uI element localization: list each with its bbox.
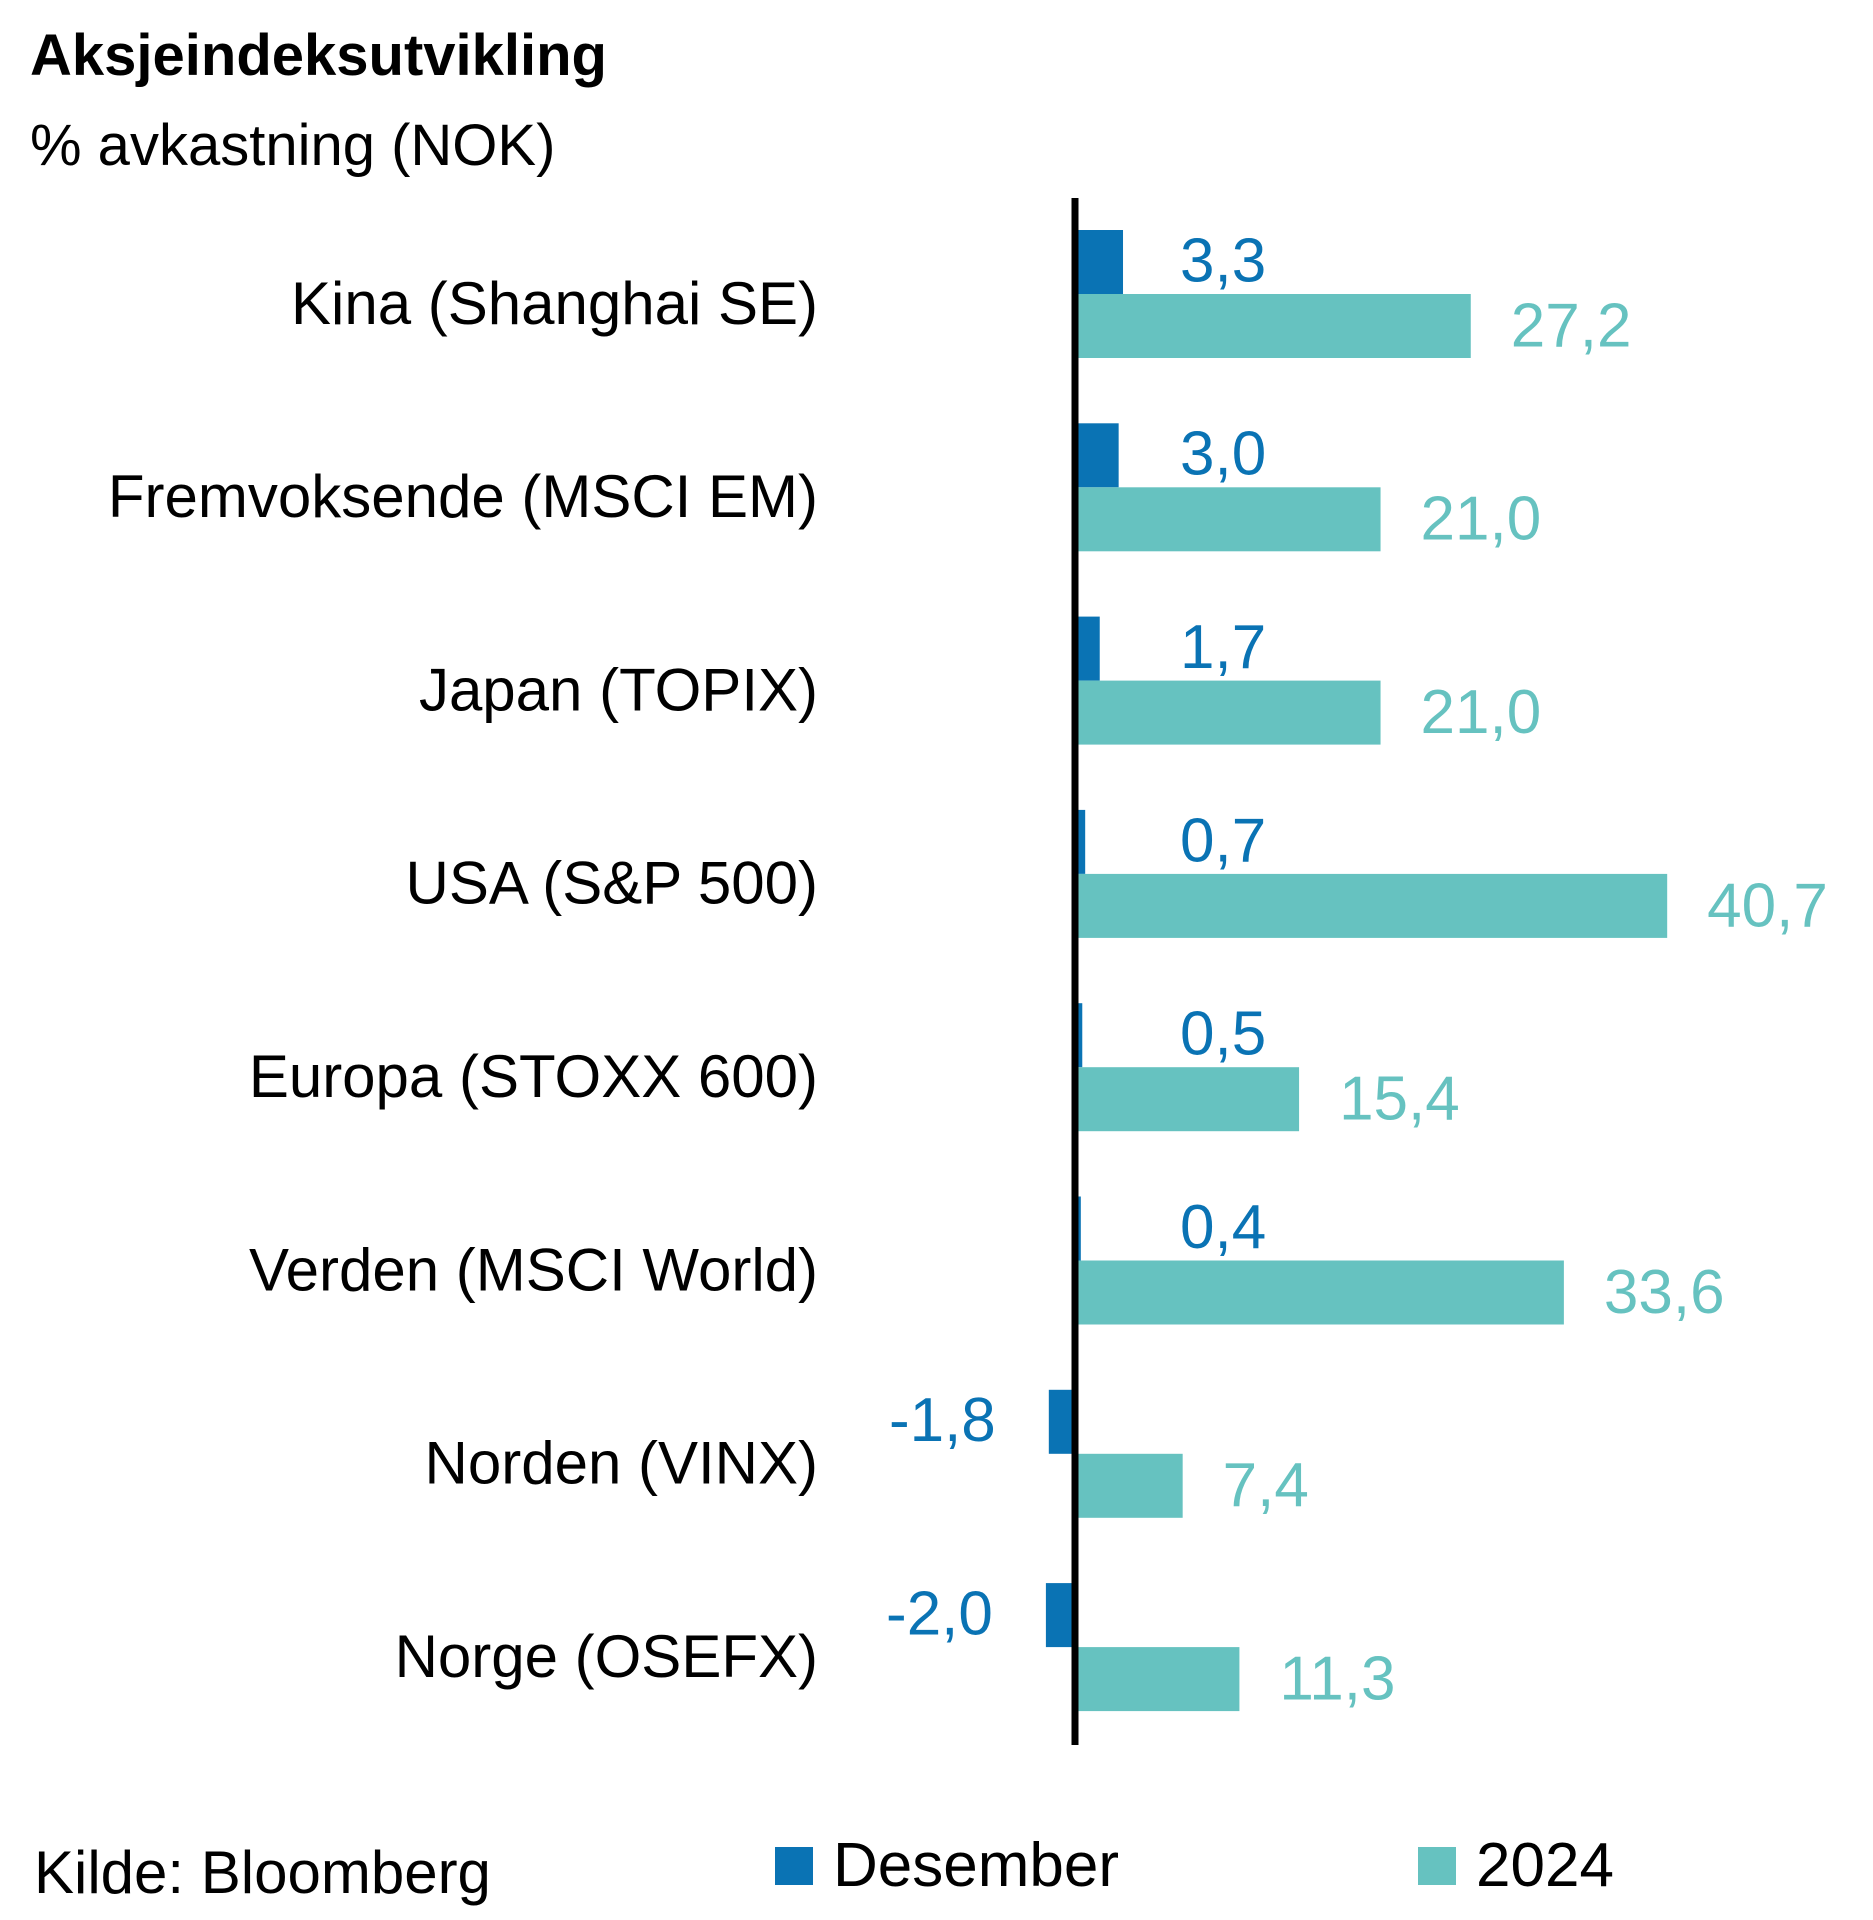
bar-desember-kina-shanghai-se xyxy=(1075,230,1124,294)
category-label-verden-msci-world: Verden (MSCI World) xyxy=(249,1236,818,1303)
data-label-2024-europa-stoxx-600: 15,4 xyxy=(1339,1065,1460,1134)
data-label-2024-verden-msci-world: 33,6 xyxy=(1604,1258,1725,1327)
bar-2024-norge-osefx xyxy=(1075,1647,1240,1712)
legend-item-2024: 2024 xyxy=(1418,1830,1614,1901)
data-label-desember-europa-stoxx-600: 0,5 xyxy=(1180,1000,1266,1069)
bar-desember-europa-stoxx-600 xyxy=(1075,1003,1083,1068)
data-label-2024-usa-s-p-500: 40,7 xyxy=(1707,871,1828,940)
bar-2024-verden-msci-world xyxy=(1075,1260,1564,1325)
data-label-desember-usa-s-p-500: 0,7 xyxy=(1180,806,1266,875)
legend-item-desember: Desember xyxy=(775,1830,1119,1901)
data-label-desember-verden-msci-world: 0,4 xyxy=(1180,1193,1266,1262)
category-label-kina-shanghai-se: Kina (Shanghai SE) xyxy=(291,270,818,337)
category-label-fremvoksende-msci-em: Fremvoksende (MSCI EM) xyxy=(108,463,818,530)
data-label-desember-kina-shanghai-se: 3,3 xyxy=(1180,226,1266,295)
data-label-desember-norden-vinx: -1,8 xyxy=(889,1386,996,1455)
bar-2024-europa-stoxx-600 xyxy=(1075,1067,1300,1132)
bar-desember-norden-vinx xyxy=(1048,1389,1075,1454)
bar-desember-norge-osefx xyxy=(1045,1583,1075,1648)
data-label-2024-fremvoksende-msci-em: 21,0 xyxy=(1421,485,1542,554)
bar-2024-norden-vinx xyxy=(1075,1453,1183,1518)
bar-2024-kina-shanghai-se xyxy=(1075,294,1471,358)
source-note: Kilde: Bloomberg xyxy=(34,1839,491,1906)
bar-desember-fremvoksende-msci-em xyxy=(1075,423,1119,488)
category-label-japan-topix: Japan (TOPIX) xyxy=(419,656,818,723)
legend-label-desember: Desember xyxy=(833,1831,1119,1900)
category-label-usa-s-p-500: USA (S&P 500) xyxy=(406,850,818,917)
category-label-norge-osefx: Norge (OSEFX) xyxy=(395,1623,818,1690)
data-label-2024-norden-vinx: 7,4 xyxy=(1223,1451,1309,1520)
data-label-2024-norge-osefx: 11,3 xyxy=(1279,1644,1395,1713)
data-label-desember-norge-osefx: -2,0 xyxy=(886,1579,993,1648)
legend-swatch-desember xyxy=(775,1846,813,1885)
category-label-europa-stoxx-600: Europa (STOXX 600) xyxy=(249,1043,818,1110)
data-label-2024-japan-topix: 21,0 xyxy=(1421,678,1542,747)
bar-desember-usa-s-p-500 xyxy=(1075,809,1086,874)
data-label-2024-kina-shanghai-se: 27,2 xyxy=(1511,291,1632,360)
category-label-norden-vinx: Norden (VINX) xyxy=(425,1430,818,1497)
data-label-desember-japan-topix: 1,7 xyxy=(1180,613,1266,682)
bar-2024-japan-topix xyxy=(1075,680,1381,745)
data-label-desember-fremvoksende-msci-em: 3,0 xyxy=(1180,420,1266,489)
legend-label-2024: 2024 xyxy=(1476,1831,1614,1900)
bar-desember-japan-topix xyxy=(1075,616,1100,681)
chart-subtitle: % avkastning (NOK) xyxy=(30,113,556,178)
chart-title: Aksjeindeksutvikling xyxy=(30,23,607,88)
bar-2024-usa-s-p-500 xyxy=(1075,873,1668,938)
legend-swatch-2024 xyxy=(1418,1846,1456,1885)
bar-2024-fremvoksende-msci-em xyxy=(1075,487,1381,552)
